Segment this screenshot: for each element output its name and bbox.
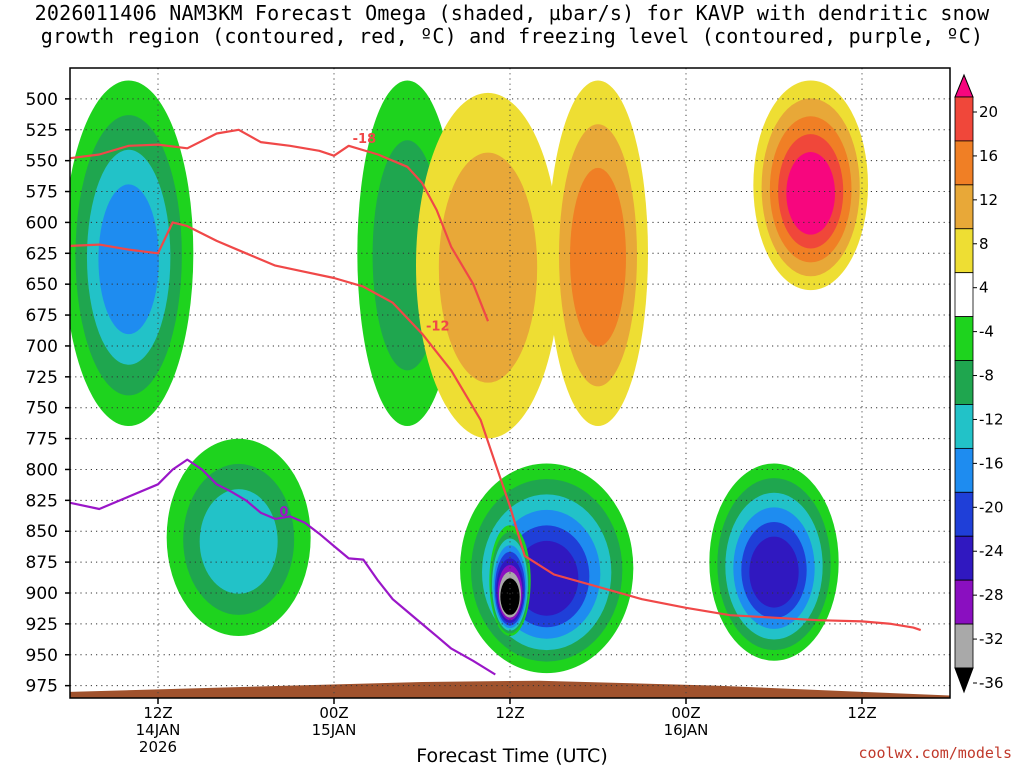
gridlines (70, 68, 950, 698)
x-tick-label: 00Z (671, 704, 700, 722)
colorbar-label: -24 (979, 542, 1004, 560)
x-tick-label: 12Z (495, 704, 524, 722)
colorbar-label: 16 (979, 147, 998, 165)
dgz-bottom-contour (70, 221, 922, 632)
omega-feature (709, 463, 839, 661)
freezing-level-contour (70, 458, 496, 676)
colorbar-label: 20 (979, 103, 998, 121)
omega-feature (753, 80, 869, 291)
colorbar-band (954, 140, 974, 186)
axes: 500 525 550 575 600 625 650 675 700 725 750 775 800 8… (26, 67, 951, 756)
x-tick-label: 00Z (319, 704, 348, 722)
y-tick-label: 700 (26, 337, 58, 357)
colorbar-bottom-arrow (954, 667, 974, 694)
omega-shade (500, 578, 520, 615)
omega-shade (199, 489, 278, 594)
omega-feature (70, 80, 194, 427)
y-tick-label: 775 (26, 430, 58, 450)
x-tick-label: 2026 (139, 738, 177, 756)
colorbar-band (954, 228, 974, 274)
omega-shade (98, 184, 159, 335)
contours: -18 -12 0 (70, 128, 922, 676)
colorbar-band (954, 316, 974, 361)
freezing-level-label: 0 (279, 505, 288, 520)
y-tick-label: 975 (26, 677, 58, 697)
omega-feature (489, 525, 531, 637)
y-tick-label: 825 (26, 491, 58, 511)
x-tick-label: 15JAN (312, 721, 357, 739)
dgz-bottom-label: -12 (426, 320, 450, 335)
y-tick-label: 500 (26, 90, 58, 110)
omega-feature (460, 463, 634, 674)
y-tick-label: 725 (26, 368, 58, 388)
chart-title-line-2: growth region (contoured, red, ºC) and f… (40, 24, 984, 48)
y-tick-label: 675 (26, 306, 58, 326)
x-axis-label: Forecast Time (UTC) (416, 745, 608, 767)
colorbar-band (954, 579, 974, 625)
colorbar-label: -20 (979, 498, 1004, 516)
colorbar-band (954, 535, 974, 581)
dgz-top-label: -18 (353, 132, 377, 147)
x-tick-label: 12Z (143, 704, 172, 722)
omega-shading (70, 68, 950, 698)
colorbar-band (954, 447, 974, 493)
y-tick-label: 950 (26, 646, 58, 666)
colorbar-band (954, 491, 974, 537)
y-tick-label: 625 (26, 244, 58, 264)
omega-shade (786, 152, 836, 235)
colorbar-label: 12 (979, 191, 998, 209)
chart-title-line-1: 2026011406 NAM3KM Forecast Omega (shaded… (34, 1, 990, 25)
x-tick-label: 14JAN (136, 721, 181, 739)
omega-feature (166, 438, 311, 637)
credit-text: coolwx.com/models (858, 744, 1012, 762)
omega-feature (548, 80, 648, 427)
y-tick-label: 600 (26, 213, 58, 233)
terrain-fill (70, 680, 950, 698)
y-tick-label: 875 (26, 553, 58, 573)
colorbar-band (954, 404, 974, 449)
omega-shade (749, 536, 799, 608)
x-tick-label: 12Z (847, 704, 876, 722)
y-tick-label: 800 (26, 460, 58, 480)
colorbar-label: -32 (979, 630, 1004, 648)
chart-title: 2026011406 NAM3KM Forecast Omega (shaded… (0, 2, 1024, 48)
y-tick-label: 850 (26, 522, 58, 542)
dgz-top-contour (70, 128, 490, 322)
colorbar-label: -8 (979, 367, 994, 385)
y-tick-label: 925 (26, 615, 58, 635)
y-tick-label: 550 (26, 152, 58, 172)
colorbar-band (954, 184, 974, 230)
omega-shade (570, 167, 626, 347)
colorbar-label: -16 (979, 454, 1004, 472)
colorbar-label: -12 (979, 410, 1004, 428)
colorbar-label: 8 (979, 235, 989, 253)
y-tick-label: 575 (26, 183, 58, 203)
colorbar-label: -4 (979, 323, 994, 341)
y-tick-label: 525 (26, 121, 58, 141)
colorbar-top-arrow (954, 73, 974, 98)
colorbar-band (954, 623, 974, 669)
terrain (70, 680, 950, 698)
y-tick-label: 750 (26, 399, 58, 419)
colorbar-label: -28 (979, 586, 1004, 604)
omega-shade (438, 152, 538, 383)
y-tick-label: 900 (26, 584, 58, 604)
colorbar-band (954, 272, 974, 318)
colorbar-label: -36 (979, 674, 1004, 692)
y-tick-label: 650 (26, 275, 58, 295)
omega-feature (416, 92, 560, 439)
colorbar-label: 4 (979, 279, 989, 297)
x-tick-label: 16JAN (664, 721, 709, 739)
colorbar-band (954, 96, 974, 142)
colorbar-band (954, 360, 974, 405)
colorbar: 20 16 12 8 4 -4 -8 -12 -16 -20 -24 -28 -32 -36 (954, 73, 1004, 694)
